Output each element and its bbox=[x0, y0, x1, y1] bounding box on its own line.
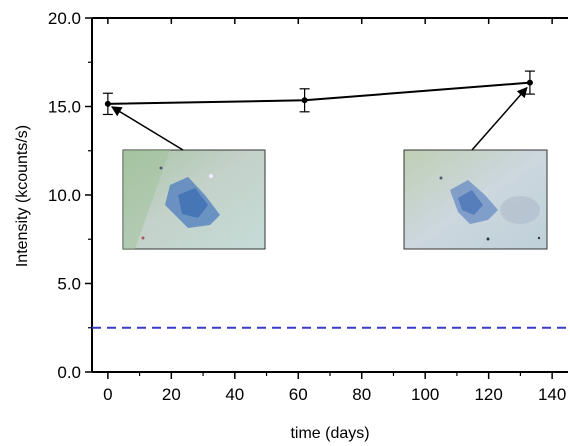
inset-micrograph-day-133 bbox=[403, 149, 548, 250]
x-axis-title: time (days) bbox=[290, 425, 369, 442]
arrow-inset-1 bbox=[110, 106, 184, 151]
tick-labels: 0 20 40 60 80 100 120 140 0.0 5.0 10.0 15.0 20.0 bbox=[48, 9, 566, 404]
y-tick-label: 20.0 bbox=[48, 9, 81, 28]
y-tick-label: 10.0 bbox=[48, 186, 81, 205]
inset-micrograph-day-0 bbox=[122, 149, 266, 250]
x-tick-label: 40 bbox=[225, 385, 244, 404]
x-tick-label: 20 bbox=[162, 385, 181, 404]
data-point bbox=[526, 79, 533, 86]
arrow-inset-2 bbox=[471, 86, 528, 151]
x-tick-label: 0 bbox=[103, 385, 112, 404]
ticks bbox=[85, 17, 553, 379]
x-tick-label: 100 bbox=[411, 385, 439, 404]
data-point bbox=[104, 100, 111, 107]
x-tick-label: 60 bbox=[289, 385, 308, 404]
series-line bbox=[107, 81, 530, 105]
y-tick-label: 0.0 bbox=[57, 363, 81, 382]
y-tick-label: 15.0 bbox=[48, 98, 81, 117]
series-layer bbox=[102, 70, 535, 116]
data-point bbox=[301, 97, 308, 104]
x-tick-label: 120 bbox=[474, 385, 502, 404]
y-tick-label: 5.0 bbox=[57, 275, 81, 294]
y-axis-title: Intensity (kcounts/s) bbox=[14, 125, 31, 267]
x-tick-label: 140 bbox=[538, 385, 566, 404]
x-tick-label: 80 bbox=[352, 385, 371, 404]
